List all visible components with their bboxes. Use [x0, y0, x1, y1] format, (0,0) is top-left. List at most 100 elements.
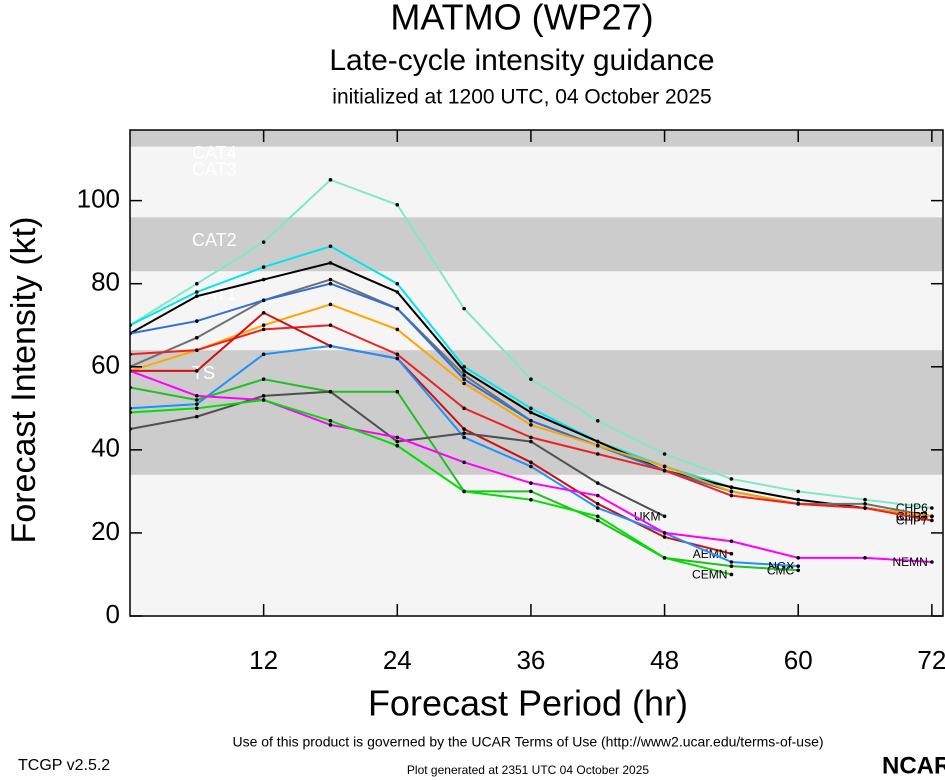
data-point — [529, 481, 533, 485]
data-point — [462, 381, 466, 386]
data-point — [462, 431, 466, 436]
data-point — [195, 394, 199, 398]
init-text: initialized at 1200 UTC, 04 October 2025 — [332, 86, 711, 109]
data-point — [729, 560, 734, 564]
category-band — [130, 350, 943, 475]
data-point — [328, 178, 333, 182]
data-point — [595, 439, 600, 444]
data-point — [930, 560, 934, 564]
data-point — [328, 244, 333, 249]
data-point — [729, 572, 734, 577]
data-point — [595, 493, 600, 498]
data-point — [195, 406, 199, 411]
x-tick-label: 24 — [383, 645, 412, 675]
data-point — [662, 531, 667, 535]
category-band — [130, 146, 943, 218]
data-point — [662, 452, 667, 456]
generated-text: Plot generated at 2351 UTC 04 October 20… — [407, 763, 649, 777]
band-label: CAT3 — [192, 159, 237, 179]
data-point — [662, 514, 667, 519]
data-point — [261, 323, 266, 328]
data-point — [529, 377, 533, 382]
data-point — [261, 240, 266, 244]
data-point — [863, 506, 867, 510]
data-point — [462, 489, 466, 494]
logo: NCAR — [882, 752, 945, 779]
data-point — [796, 497, 801, 502]
band-label: TS — [192, 363, 215, 383]
category-band — [130, 130, 943, 147]
data-point — [729, 564, 734, 568]
data-point — [261, 377, 266, 382]
series-label: CEMN — [692, 568, 727, 582]
data-point — [395, 352, 400, 357]
data-point — [529, 418, 533, 423]
data-point — [328, 418, 333, 423]
data-point — [395, 306, 400, 311]
data-point — [462, 427, 466, 431]
data-point — [529, 406, 533, 411]
series-label: CMC — [767, 563, 795, 577]
data-point — [595, 518, 600, 523]
x-tick-label: 48 — [650, 645, 679, 675]
data-point — [863, 497, 867, 502]
data-point — [195, 402, 199, 406]
data-point — [662, 464, 667, 469]
data-point — [328, 302, 333, 307]
version-text: TCGP v2.5.2 — [18, 757, 110, 774]
data-point — [462, 460, 466, 465]
data-point — [261, 352, 266, 357]
data-point — [395, 356, 400, 361]
data-point — [395, 389, 400, 394]
data-point — [195, 294, 199, 298]
data-point — [395, 439, 400, 444]
data-point — [729, 485, 734, 490]
data-point — [796, 489, 801, 494]
data-point — [662, 535, 667, 539]
data-point — [529, 497, 533, 502]
data-point — [328, 281, 333, 286]
chart-subtitle: Late-cycle intensity guidance — [329, 44, 714, 77]
data-point — [328, 323, 333, 328]
data-point — [662, 468, 667, 473]
data-point — [529, 489, 533, 494]
data-point — [462, 306, 466, 311]
data-point — [863, 502, 867, 506]
y-tick-label: 40 — [91, 433, 120, 463]
data-point — [261, 398, 266, 402]
data-point — [195, 335, 199, 340]
data-point — [796, 568, 801, 573]
x-tick-label: 60 — [784, 645, 813, 675]
data-point — [195, 348, 199, 352]
data-point — [462, 435, 466, 440]
data-point — [595, 502, 600, 506]
data-point — [729, 551, 734, 556]
terms-text: Use of this product is governed by the U… — [232, 734, 823, 750]
data-point — [662, 556, 667, 560]
data-point — [195, 398, 199, 402]
data-point — [395, 290, 400, 294]
y-tick-label: 80 — [91, 267, 120, 297]
data-point — [529, 439, 533, 444]
x-tick-label: 12 — [249, 645, 278, 675]
chart-title: MATMO (WP27) — [390, 0, 653, 38]
data-point — [595, 443, 600, 448]
category-band — [130, 271, 943, 351]
series-line — [130, 398, 732, 576]
data-point — [930, 518, 934, 523]
data-point — [261, 298, 266, 303]
data-point — [595, 481, 600, 485]
data-point — [796, 564, 801, 568]
data-point — [328, 277, 333, 282]
data-point — [328, 344, 333, 348]
data-point — [195, 281, 199, 286]
x-axis-label: Forecast Period (hr) — [368, 683, 688, 724]
band-label: CAT2 — [192, 230, 237, 250]
y-tick-label: 60 — [91, 350, 120, 380]
y-tick-label: 100 — [77, 183, 120, 213]
data-point — [261, 277, 266, 282]
data-point — [328, 423, 333, 427]
data-point — [529, 410, 533, 415]
data-point — [462, 377, 466, 382]
